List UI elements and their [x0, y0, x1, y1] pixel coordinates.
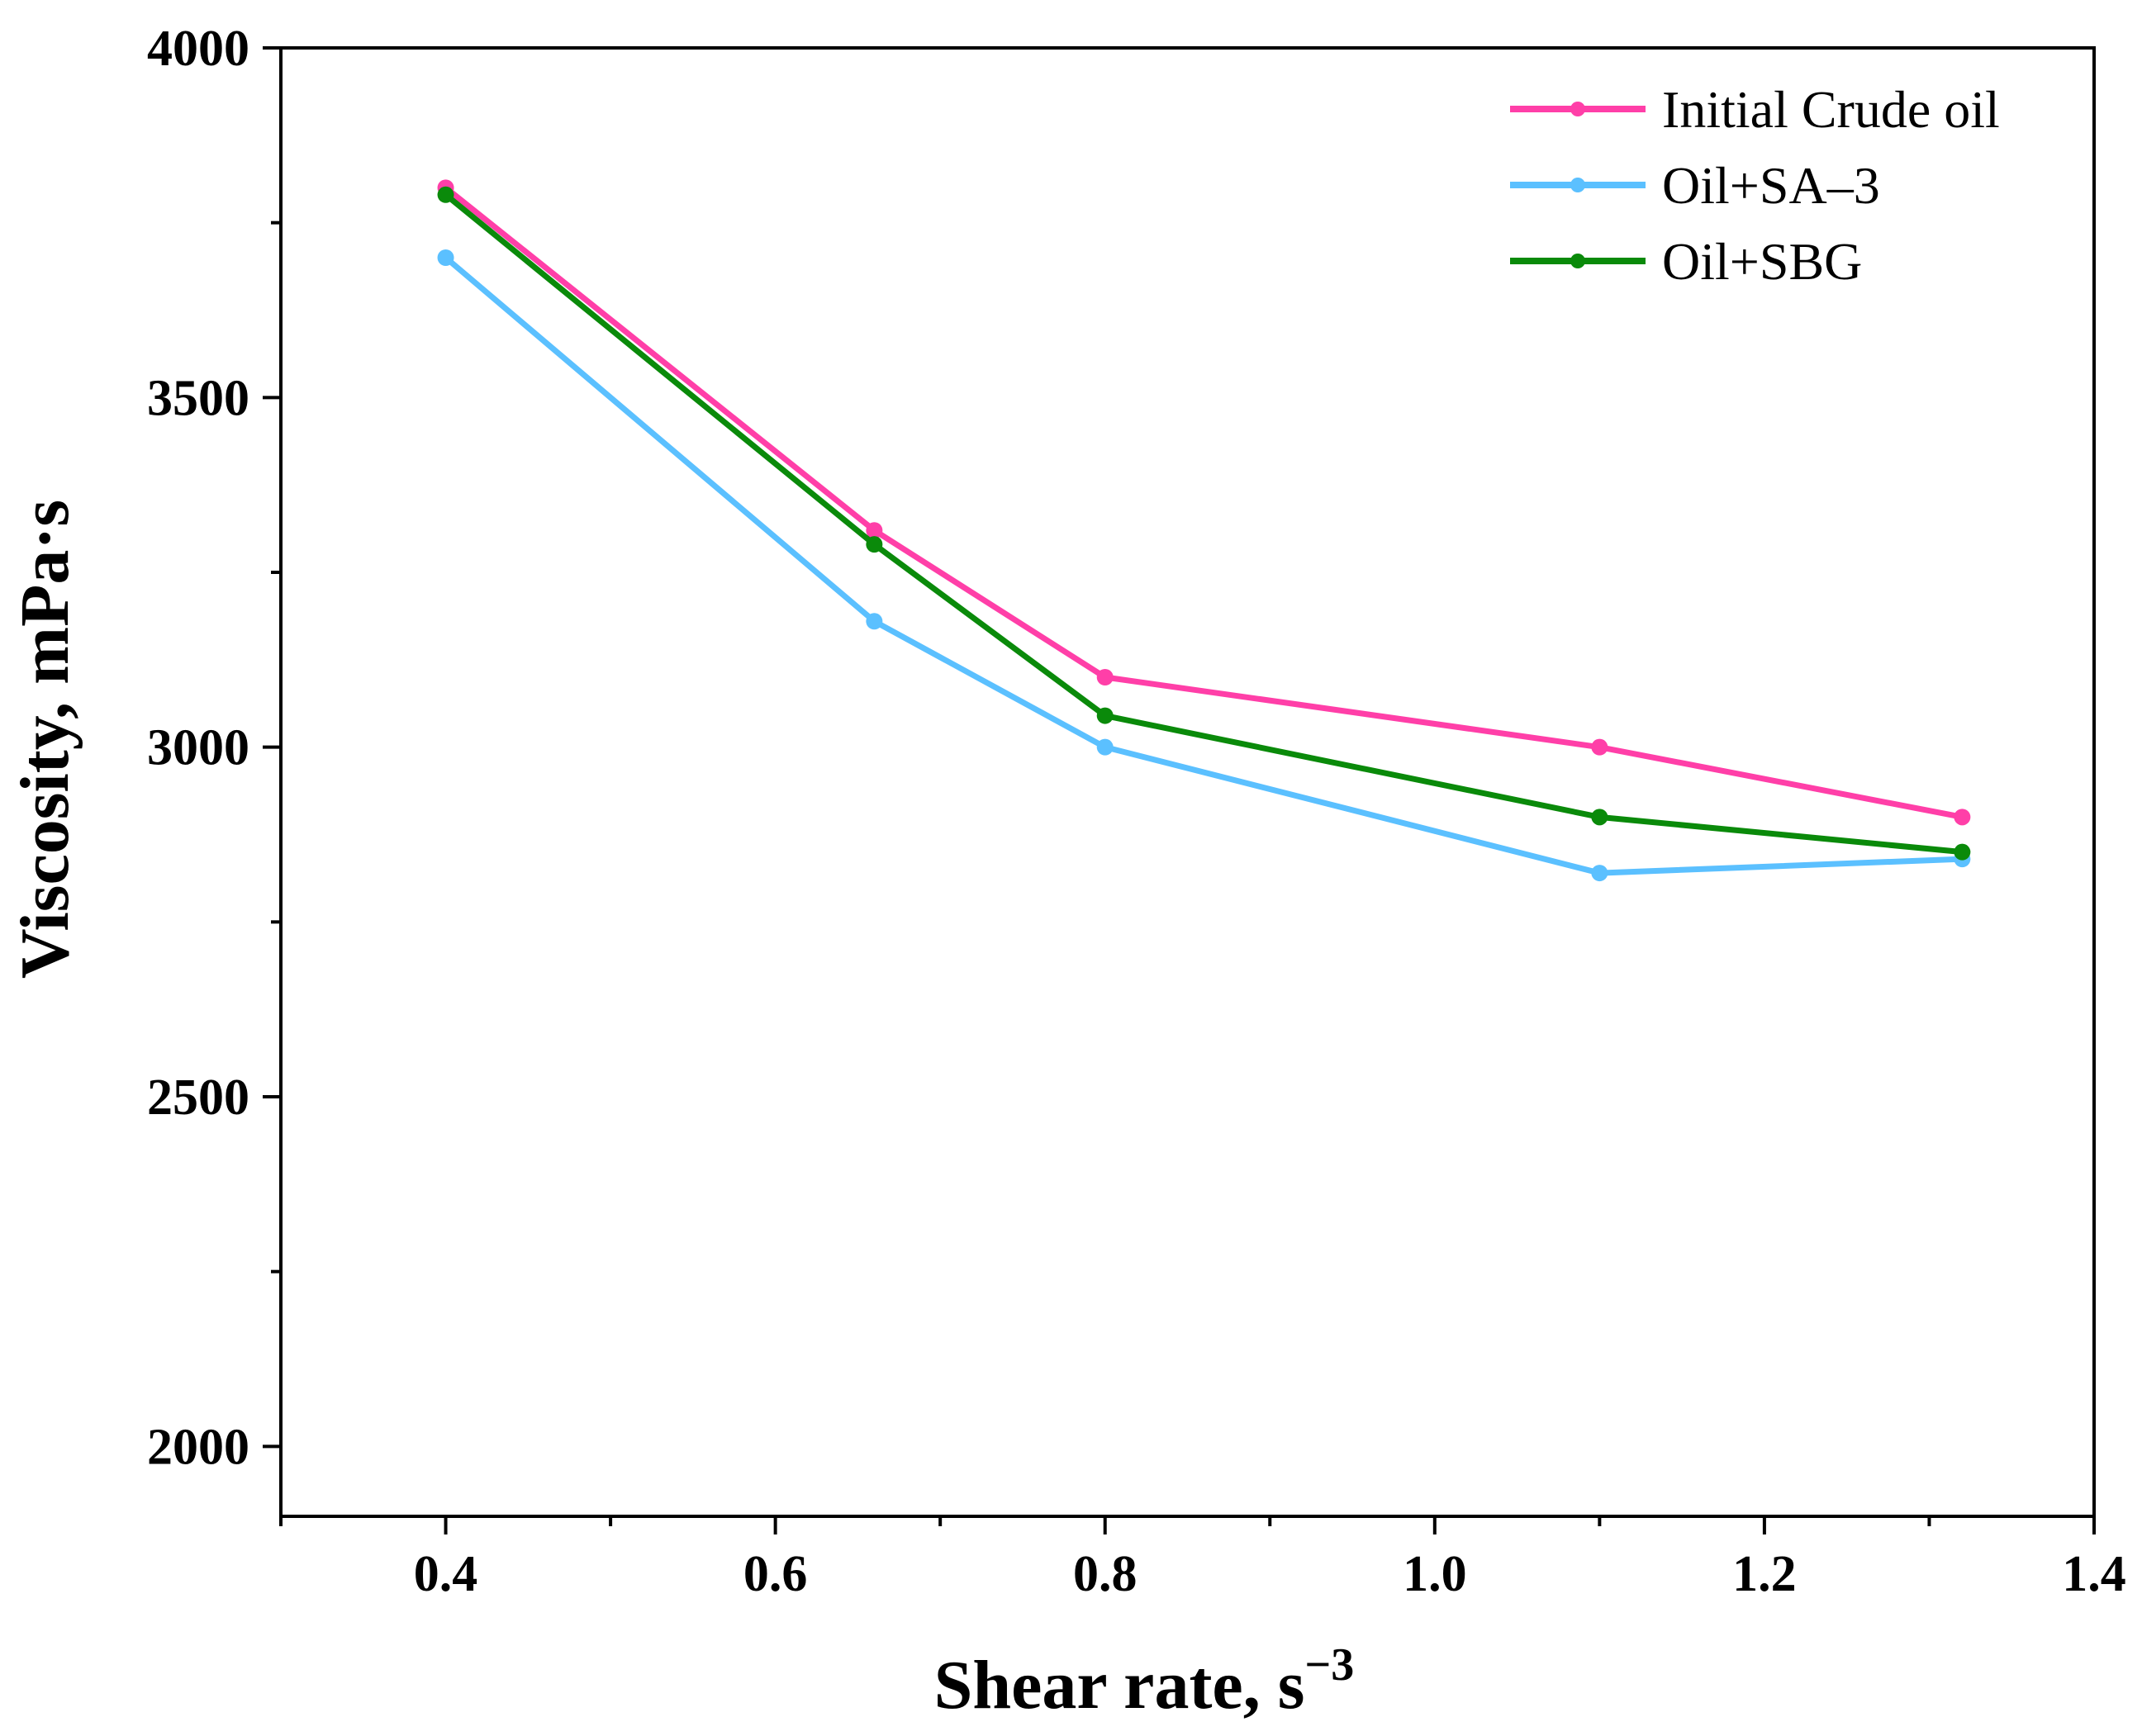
y-tick-label: 2000 — [147, 1419, 249, 1475]
data-point-initial-crude-oil — [1954, 809, 1971, 826]
series-line-oil-sbg — [444, 192, 1963, 856]
y-tick-label: 3500 — [147, 370, 249, 426]
data-point-initial-crude-oil — [866, 522, 883, 539]
y-tick-label: 3000 — [147, 720, 249, 776]
legend: Initial Crude oil Oil+SA–3 Oil+SBG — [1510, 80, 2000, 291]
x-tick-label: 1.4 — [2062, 1546, 2126, 1602]
x-tick-label: 1.0 — [1403, 1546, 1467, 1602]
data-point-oil-sa-3 — [866, 613, 883, 630]
y-axis-title: Viscosity, mPa·s — [7, 500, 83, 979]
series-line-oil-sa-3 — [444, 255, 1963, 876]
data-point-oil-sa-3 — [437, 249, 454, 266]
data-point-initial-crude-oil — [1591, 738, 1608, 756]
legend-item-oil-sbg: Oil+SBG — [1510, 232, 1862, 291]
legend-marker-oil-sbg — [1570, 254, 1585, 268]
series-oil-sbg — [437, 186, 1971, 861]
x-tick-label: 0.6 — [743, 1546, 808, 1602]
y-tick-label: 4000 — [147, 21, 249, 77]
legend-label: Initial Crude oil — [1662, 80, 2000, 139]
data-point-oil-sbg — [866, 536, 883, 553]
axes-layer: 0.4 0.6 0.8 1.0 1.2 1.4 2000 2500 3000 3500 4000 — [147, 21, 2126, 1602]
x-tick-label: 0.8 — [1073, 1546, 1137, 1602]
legend-marker-oil-sa-3 — [1570, 178, 1585, 192]
data-point-oil-sbg — [1591, 809, 1608, 826]
x-axis-title: Shear rate, s−3 — [934, 1639, 1355, 1724]
series-oil-sa-3 — [437, 249, 1971, 882]
x-axis-title-superscript: −3 — [1304, 1639, 1354, 1691]
data-point-oil-sa-3 — [1591, 865, 1608, 882]
legend-label: Oil+SA–3 — [1662, 156, 1880, 215]
legend-item-initial-crude-oil: Initial Crude oil — [1510, 80, 2000, 139]
plot-frame — [279, 46, 2096, 1518]
x-tick-label: 0.4 — [414, 1546, 478, 1602]
data-point-oil-sbg — [1954, 843, 1971, 861]
y-tick-label: 2500 — [147, 1070, 249, 1126]
data-point-initial-crude-oil — [1096, 669, 1114, 685]
data-point-oil-sbg — [437, 186, 454, 203]
legend-item-oil-sa-3: Oil+SA–3 — [1510, 156, 1880, 215]
x-axis-title-text: Shear rate, s — [934, 1647, 1305, 1724]
x-tick-label: 1.2 — [1732, 1546, 1797, 1602]
legend-marker-initial-crude-oil — [1570, 102, 1585, 116]
data-point-oil-sbg — [1096, 707, 1114, 724]
data-point-oil-sa-3 — [1096, 738, 1114, 756]
series-layer — [437, 179, 1971, 882]
series-initial-crude-oil — [437, 179, 1971, 826]
legend-label: Oil+SBG — [1662, 232, 1862, 291]
